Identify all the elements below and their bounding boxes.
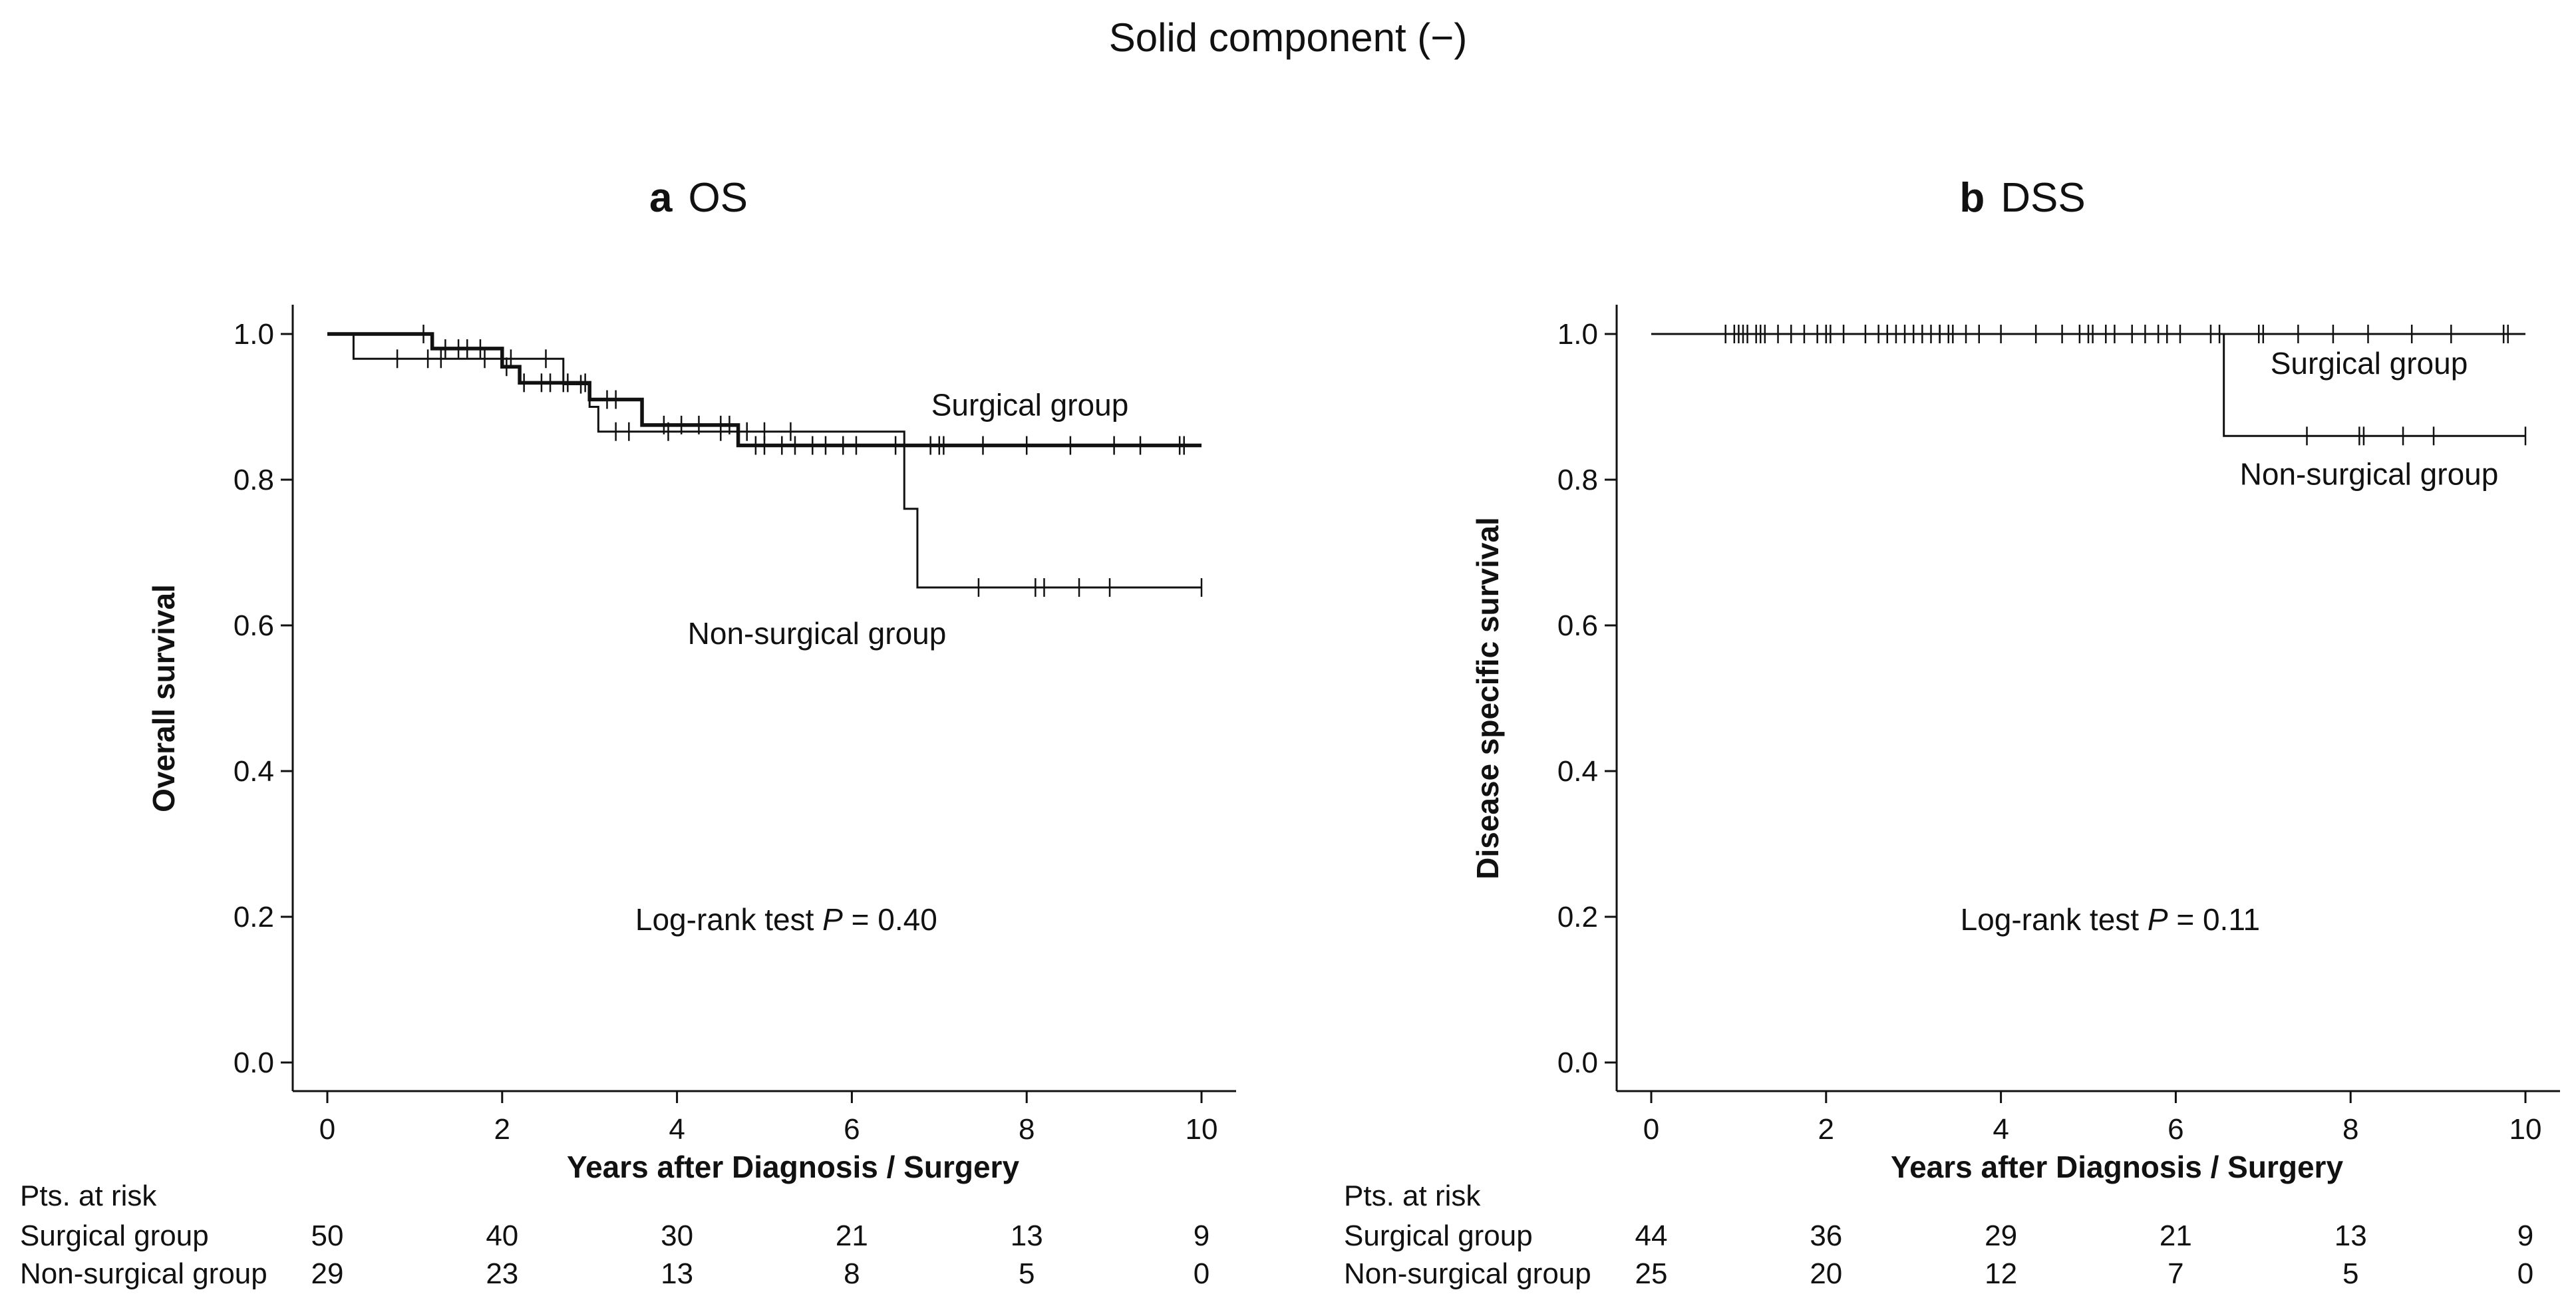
risk-table-value: 0: [1194, 1257, 1209, 1290]
logrank-text: Log-rank test: [635, 902, 822, 937]
logrank-p-value: = 0.40: [843, 902, 937, 937]
y-tick-label: 1.0: [234, 318, 274, 351]
risk-table-row-label: Surgical group: [20, 1220, 209, 1252]
logrank-annotation: Log-rank test P = 0.40: [635, 902, 937, 937]
risk-table-value: 30: [661, 1220, 693, 1252]
x-tick-label: 0: [1643, 1113, 1659, 1146]
risk-table-value: 13: [2334, 1220, 2367, 1252]
x-axis-title: Years after Diagnosis / Surgery: [567, 1150, 1019, 1184]
y-tick-label: 0.6: [1557, 609, 1598, 642]
panel-letter: b: [1959, 175, 1985, 221]
risk-table-row-label: Non-surgical group: [1344, 1257, 1591, 1290]
risk-table-value: 21: [836, 1220, 868, 1252]
y-axis-title: Disease specific survival: [1470, 517, 1505, 880]
y-tick-label: 0.0: [234, 1047, 274, 1079]
risk-table-value: 36: [1810, 1220, 1842, 1252]
panel-name: OS: [688, 175, 748, 221]
series-label: Non-surgical group: [688, 616, 947, 651]
panel-title: b DSS: [1959, 175, 2085, 221]
x-tick-label: 2: [494, 1113, 510, 1146]
risk-table-value: 5: [1019, 1257, 1035, 1290]
risk-table-value: 29: [1985, 1220, 2017, 1252]
risk-table-row-label: Non-surgical group: [20, 1257, 267, 1290]
y-tick-label: 0.2: [234, 901, 274, 933]
panel-letter: a: [649, 175, 673, 221]
risk-table-value: 5: [2342, 1257, 2358, 1290]
x-axis-title: Years after Diagnosis / Surgery: [1891, 1150, 2343, 1184]
risk-table-value: 50: [311, 1220, 344, 1252]
logrank-p-value: = 0.11: [2168, 902, 2261, 937]
risk-table-value: 0: [2517, 1257, 2533, 1290]
panel-name: DSS: [2001, 175, 2085, 221]
risk-table-value: 7: [2168, 1257, 2183, 1290]
survival-curve: [327, 333, 1202, 589]
x-tick-label: 6: [844, 1113, 860, 1146]
logrank-text: Log-rank test: [1961, 902, 2148, 937]
risk-table-value: 12: [1985, 1257, 2017, 1290]
x-tick-label: 4: [1993, 1113, 2009, 1146]
risk-table-value: 40: [486, 1220, 518, 1252]
x-tick-label: 10: [1186, 1113, 1218, 1146]
risk-table-value: 9: [1194, 1220, 1209, 1252]
risk-table-row-label: Surgical group: [1344, 1220, 1533, 1252]
panel-a-os: a OS 0.0 0.2 0.4 0.6 0.8 1.0 0 2 4 6 8 10 Years after …: [20, 175, 1236, 1290]
figure-title: Solid component (−): [1109, 15, 1468, 60]
risk-table-value: 23: [486, 1257, 518, 1290]
y-tick-label: 0.6: [234, 609, 274, 642]
survival-curve: [1651, 333, 2525, 437]
series-label: Surgical group: [931, 388, 1129, 422]
x-tick-label: 4: [669, 1113, 685, 1146]
risk-table-value: 8: [844, 1257, 860, 1290]
series-label: Surgical group: [2271, 346, 2468, 381]
x-tick-label: 8: [1019, 1113, 1035, 1146]
logrank-p-symbol: P: [822, 902, 843, 937]
risk-table-value: 29: [311, 1257, 344, 1290]
survival-curve: [327, 332, 1202, 448]
y-tick-label: 0.4: [1557, 755, 1598, 788]
risk-table-value: 9: [2517, 1220, 2533, 1252]
series-label: Non-surgical group: [2240, 456, 2499, 491]
risk-table-value: 13: [661, 1257, 693, 1290]
y-tick-label: 0.8: [1557, 464, 1598, 496]
y-tick-label: 1.0: [1557, 318, 1598, 351]
x-tick-label: 10: [2509, 1113, 2542, 1146]
y-tick-label: 0.0: [1557, 1047, 1598, 1079]
risk-table-value: 25: [1635, 1257, 1668, 1290]
logrank-p-symbol: P: [2148, 902, 2168, 937]
risk-table-value: 13: [1011, 1220, 1043, 1252]
risk-table-header: Pts. at risk: [1344, 1180, 1481, 1212]
panel-b-dss: b DSS 0.0 0.2 0.4 0.6 0.8 1.0 0 2 4 6 8 10 Years after…: [1344, 175, 2560, 1290]
y-axis-title: Overall survival: [146, 584, 181, 812]
risk-table-header: Pts. at risk: [20, 1180, 157, 1212]
y-tick-label: 0.4: [234, 755, 274, 788]
panel-title: a OS: [649, 175, 748, 221]
x-tick-label: 0: [319, 1113, 335, 1146]
x-tick-label: 6: [2168, 1113, 2183, 1146]
x-tick-label: 2: [1818, 1113, 1834, 1146]
x-tick-label: 8: [2342, 1113, 2358, 1146]
risk-table-value: 21: [2160, 1220, 2192, 1252]
risk-table-value: 20: [1810, 1257, 1842, 1290]
logrank-annotation: Log-rank test P = 0.11: [1961, 902, 2261, 937]
risk-table-value: 44: [1635, 1220, 1668, 1252]
y-tick-label: 0.8: [234, 464, 274, 496]
y-tick-label: 0.2: [1557, 901, 1598, 933]
